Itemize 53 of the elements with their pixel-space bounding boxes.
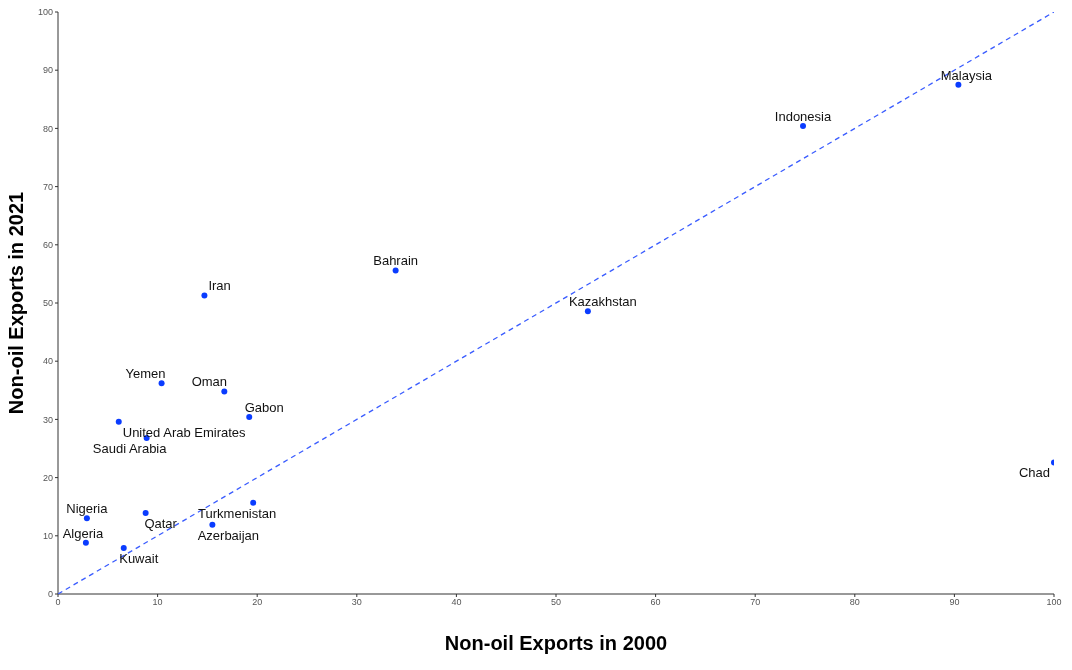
point: [250, 499, 257, 506]
point: [209, 521, 216, 528]
x-tick-label: 40: [451, 597, 462, 608]
annotation: Algeria: [62, 525, 104, 541]
y-tick-label: 100: [37, 7, 53, 18]
annotation: Malaysia: [940, 67, 993, 83]
point: [800, 123, 807, 130]
annotation: Qatar: [144, 516, 178, 532]
point: [201, 292, 208, 299]
x-tick-label: 60: [650, 597, 661, 608]
point: [584, 308, 591, 315]
annotation: Turkmenistan: [198, 505, 277, 521]
x-tick-label: 10: [152, 597, 163, 608]
y-tick-label: 20: [42, 472, 53, 483]
annotation: Saudi Arabia: [92, 441, 168, 457]
y-tick-label: 40: [42, 356, 53, 367]
x-axis-title: Non-oil Exports in 2000: [444, 632, 668, 654]
y-tick-label: 0: [47, 589, 53, 600]
y-tick-label: 70: [42, 181, 53, 192]
y-tick-label: 30: [42, 414, 53, 425]
x-tick-label: 30: [351, 597, 362, 608]
annotation: Chad: [1018, 465, 1050, 481]
annotation: Oman: [191, 374, 228, 390]
point: [158, 380, 165, 387]
annotation: Kazakhstan: [568, 294, 637, 310]
point: [115, 418, 122, 425]
y-tick-label: 90: [42, 65, 53, 76]
annotation: United Arab Emirates: [122, 424, 247, 440]
point: [120, 545, 127, 552]
point: [392, 267, 399, 274]
x-tick-label: 70: [750, 597, 761, 608]
x-tick-label: 80: [849, 597, 860, 608]
x-tick-label: 100: [1046, 597, 1062, 608]
point: [221, 388, 228, 395]
y-axis-title: Non-oil Exports in 2021: [5, 191, 28, 415]
x-tick-label: 50: [550, 597, 562, 608]
x-tick-label: 0: [55, 597, 61, 608]
annotation: Yemen: [125, 366, 166, 382]
y-tick-label: 80: [42, 123, 53, 134]
point: [246, 414, 253, 421]
x-tick-label: 20: [252, 597, 263, 608]
y-tick-label: 60: [42, 240, 53, 250]
annotation: Iran: [208, 278, 231, 294]
x-tick-label: 90: [949, 597, 960, 608]
annotation: Nigeria: [66, 501, 109, 517]
annotation: Bahrain: [373, 253, 419, 269]
y-tick-label: 10: [42, 530, 53, 541]
point: [142, 510, 149, 517]
annotation: Gabon: [244, 400, 284, 416]
annotation: Kuwait: [119, 551, 159, 567]
annotation: Azerbaijan: [197, 527, 260, 543]
annotation: Indonesia: [774, 109, 832, 125]
y-tick-label: 50: [42, 298, 53, 309]
